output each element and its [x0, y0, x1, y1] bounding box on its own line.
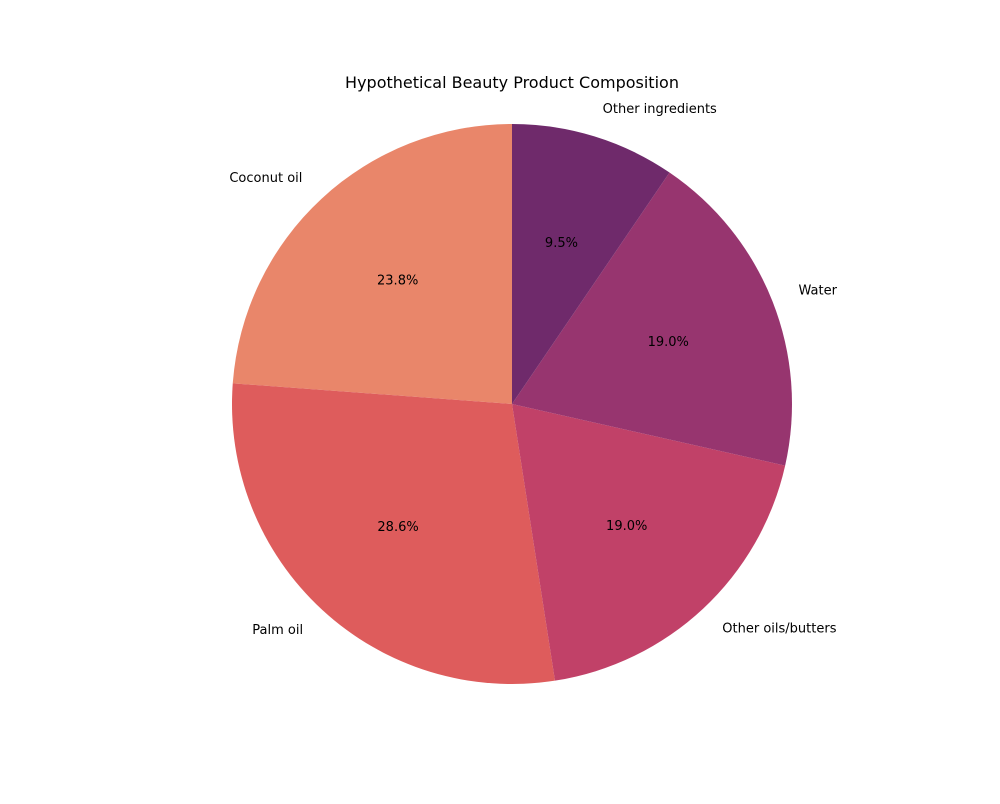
pie-slice-other-oils-butters — [512, 404, 786, 681]
pie-slice-other-ingredients — [512, 124, 670, 404]
chart-title: Hypothetical Beauty Product Composition — [345, 73, 679, 92]
slice-percent-coconut-oil: 23.8% — [377, 273, 418, 288]
slice-percent-water: 19.0% — [648, 335, 689, 350]
slice-label-water: Water — [799, 283, 838, 298]
slice-percent-palm-oil: 28.6% — [377, 520, 418, 535]
slice-label-palm-oil: Palm oil — [252, 623, 303, 638]
slice-percent-other-oils-butters: 19.0% — [606, 519, 647, 534]
slice-label-other-oils-butters: Other oils/butters — [722, 622, 836, 637]
pie-slice-palm-oil — [232, 383, 555, 684]
pie-labels: Coconut oil 23.8% Palm oil 28.6% Other oils/… — [229, 102, 837, 638]
slice-percent-other-ingredients: 9.5% — [545, 236, 578, 251]
slice-label-coconut-oil: Coconut oil — [229, 171, 302, 186]
slice-label-other-ingredients: Other ingredients — [603, 102, 717, 117]
pie-slice-coconut-oil — [232, 124, 512, 404]
pie-slices — [232, 124, 792, 684]
pie-slice-water — [512, 172, 792, 466]
